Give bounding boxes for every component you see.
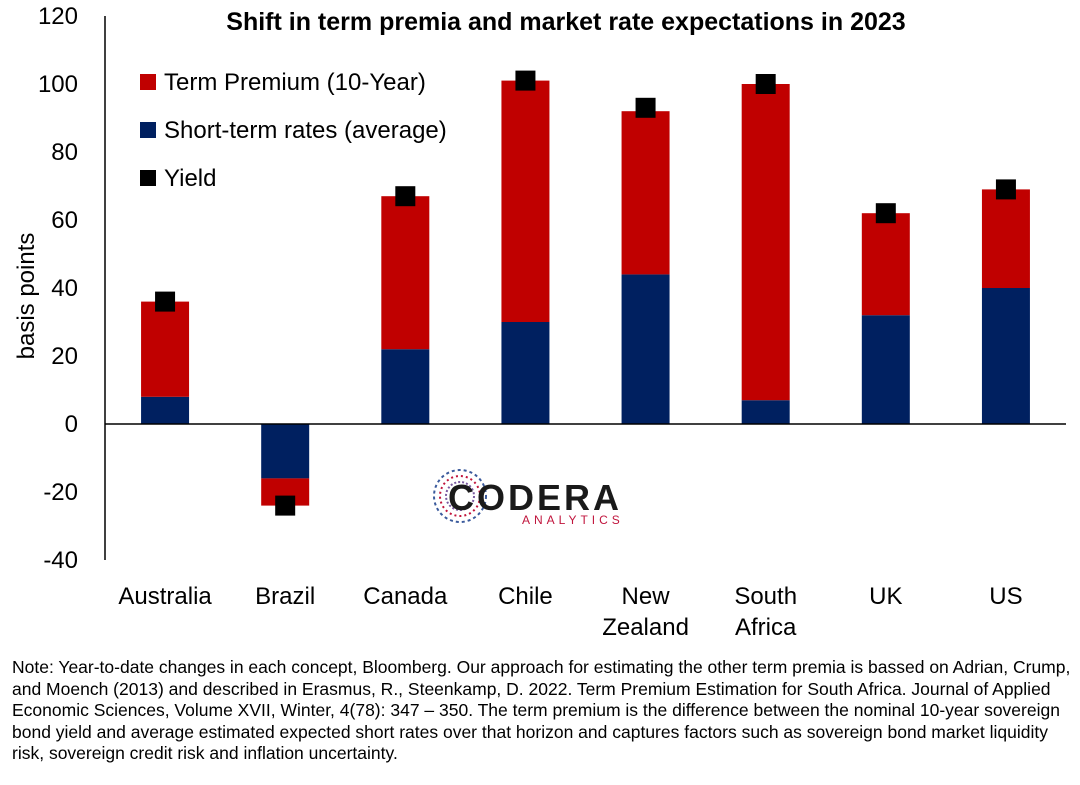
y-tick-label: 20 [51, 343, 78, 370]
logo-mark-icon [433, 469, 487, 523]
yield-marker [395, 186, 416, 207]
yield-marker [275, 495, 296, 516]
x-tick-label: South Africa [734, 583, 797, 641]
bar-segment [141, 301, 190, 397]
bar-segment [501, 80, 550, 322]
bar-segment [501, 322, 550, 424]
x-tick-label: US [989, 583, 1022, 610]
bar-segment [861, 213, 910, 316]
bar-segment [141, 396, 190, 424]
legend-swatch [140, 74, 156, 90]
legend-swatch [140, 170, 156, 186]
logo-subtitle: ANALYTICS [522, 513, 624, 527]
y-tick-label: 0 [65, 411, 78, 438]
y-tick-label: -20 [43, 479, 78, 506]
legend-label: Short-term rates (average) [164, 117, 447, 144]
x-tick-label: New Zealand [602, 583, 689, 641]
bar-segment [741, 84, 790, 401]
x-tick-label: Brazil [255, 583, 315, 610]
legend-label: Yield [164, 165, 216, 192]
y-tick-label: 120 [38, 3, 78, 30]
bar-segment [621, 111, 670, 275]
x-tick-label: Chile [498, 583, 553, 610]
bar-segment [261, 424, 310, 479]
chart-title: Shift in term premia and market rate exp… [226, 8, 905, 36]
bar-segment [381, 196, 430, 350]
legend-swatch [140, 122, 156, 138]
bar-segment [621, 274, 670, 424]
y-tick-label: 60 [51, 207, 78, 234]
bar-segment [981, 288, 1030, 424]
logo-wordmark: CODERA [448, 477, 623, 518]
bar-segment [861, 315, 910, 424]
y-axis-label: basis points [13, 233, 40, 360]
yield-marker [995, 179, 1016, 200]
x-tick-label: Canada [363, 583, 448, 610]
yield-marker [515, 70, 536, 91]
yield-marker [755, 74, 776, 94]
y-tick-label: -40 [43, 547, 78, 574]
x-tick-label: UK [869, 583, 902, 610]
stacked-bar-chart: Shift in term premia and market rate exp… [13, 3, 1066, 641]
bar-segment [741, 400, 790, 424]
bar-segment [981, 189, 1030, 288]
y-tick-label: 40 [51, 275, 78, 302]
y-tick-label: 80 [51, 139, 78, 166]
legend-label: Term Premium (10-Year) [164, 69, 426, 96]
bar-segment [381, 349, 430, 424]
yield-marker [635, 97, 656, 118]
footnote: Note: Year-to-date changes in each conce… [12, 657, 1071, 763]
yield-marker [875, 203, 896, 224]
y-tick-label: 100 [38, 71, 78, 98]
yield-marker [155, 291, 176, 312]
codera-logo: CODERA ANALYTICS [430, 463, 630, 529]
x-tick-label: Australia [118, 583, 212, 610]
